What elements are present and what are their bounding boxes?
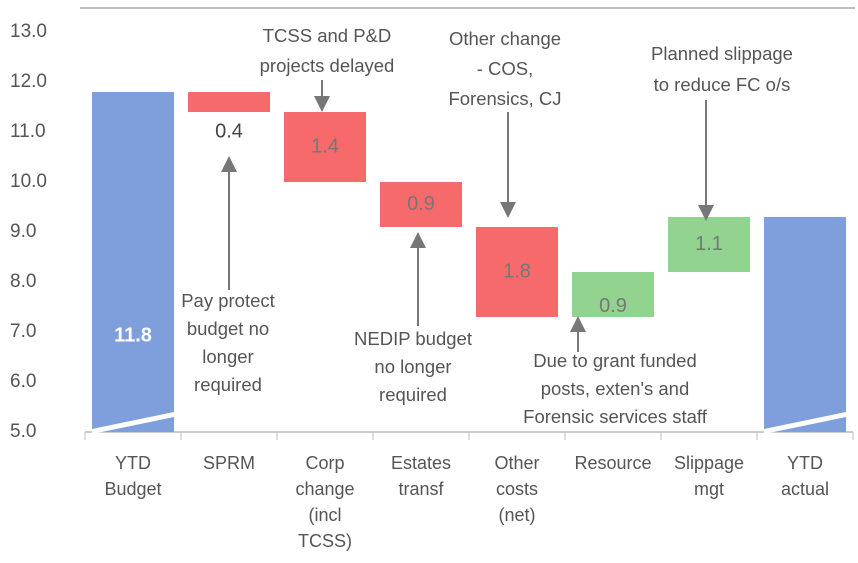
annotation: Forensic services staff [523,406,708,427]
x-tick-label: YTD actual [780,453,830,499]
value-label: 11.8 [114,324,152,346]
value-label: 0.9 [599,295,627,317]
annotation: TCSS and P&D [263,25,392,46]
y-tick-label: 6.0 [10,371,36,392]
bar [476,227,558,317]
value-label: 1.4 [311,135,339,157]
annotation: longer [202,346,253,367]
y-tick-label: 10.0 [10,171,47,192]
annotation: required [194,374,262,395]
bar [92,92,174,432]
value-label: 1.1 [695,233,723,255]
bar [572,272,654,317]
x-tick-label: Slippage mgt [673,453,745,499]
annotation: NEDIP budget [354,328,472,349]
y-tick-label: 5.0 [10,421,36,442]
annotation: Forensics, CJ [448,88,561,109]
x-tick-label: Estates transf [390,453,452,499]
y-tick-label: 7.0 [10,321,36,342]
annotation: required [379,384,447,405]
value-label: 1.8 [503,260,531,282]
axis-break [92,412,174,434]
annotation: - COS, [477,58,534,79]
bar [764,217,846,432]
value-label: 9.3 [791,527,819,549]
annotation: posts, exten's and [541,378,690,399]
bar [284,112,366,182]
annotation: no longer [374,356,451,377]
bar [668,217,750,272]
annotation: Planned slippage [651,43,793,64]
annotation: projects delayed [260,55,395,76]
axis-break [764,412,846,434]
value-label: 0.4 [215,120,243,142]
y-tick-label: 11.0 [10,121,46,142]
x-tick-label: Resource [574,453,652,473]
x-tick-label: SPRM [202,453,255,473]
x-tick-label: YTD Budget [104,453,162,499]
annotation: Other change [449,28,561,49]
annotation: budget no [187,318,269,339]
annotation: Pay protect [181,290,275,311]
y-tick-label: 13.0 [10,21,47,42]
y-tick-label: 9.0 [10,221,36,242]
value-label: 0.9 [407,193,435,215]
y-tick-label: 8.0 [10,271,36,292]
x-tick-label: Corp change (incl TCSS) [295,453,355,551]
x-tick-label: Other costs (net) [494,453,540,525]
bar [380,182,462,227]
y-tick-label: 12.0 [10,71,47,92]
bar [188,92,270,112]
annotation: to reduce FC o/s [654,74,791,95]
annotation: Due to grant funded [533,350,697,371]
